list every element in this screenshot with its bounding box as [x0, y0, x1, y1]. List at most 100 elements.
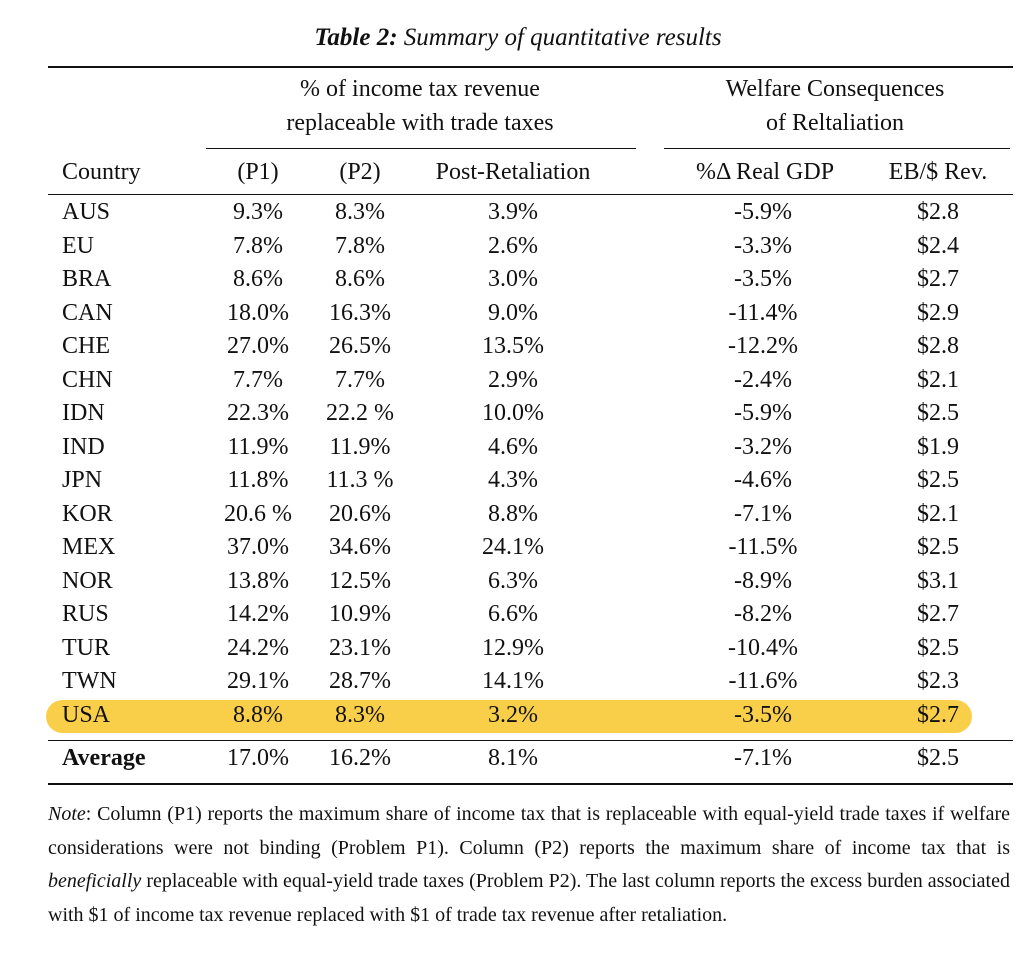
header-group-welfare-line2: of Reltaliation [766, 110, 904, 136]
eb-rev-cell: $2.9 [917, 299, 959, 326]
col-header-post-retaliation: Post-Retaliation [435, 159, 591, 185]
post-retaliation-cell: 4.6% [488, 433, 538, 460]
table-title-text: Summary of quantitative results [403, 24, 722, 51]
table-title: Table 2: Summary of quantitative results [0, 24, 1036, 52]
post-retaliation-cell: 12.9% [482, 634, 544, 661]
table-row: CAN 18.0% 16.3% 9.0% -11.4% $2.9 [48, 297, 1013, 331]
eb-rev-cell: $2.1 [917, 366, 959, 393]
group-rule-welfare [664, 148, 1010, 149]
col-header-p1: (P1) [237, 159, 279, 185]
table-note: Note: Column (P1) reports the maximum sh… [48, 798, 1010, 932]
real-gdp-cell: -12.2% [728, 333, 798, 359]
p2-cell: 8.3% [335, 701, 385, 728]
eb-rev-cell: $2.8 [917, 333, 959, 359]
post-retaliation-cell: 4.3% [488, 467, 538, 493]
average-label: Average [62, 745, 146, 771]
note-text-part2: replaceable with equal-yield trade taxes… [48, 870, 1010, 926]
p2-cell: 8.6% [335, 266, 385, 292]
real-gdp-cell: -11.6% [728, 668, 798, 694]
real-gdp-cell: -10.4% [728, 634, 798, 661]
country-cell: CHE [62, 333, 110, 359]
eb-rev-cell: $3.1 [917, 567, 959, 594]
eb-rev-cell: $2.5 [917, 534, 959, 560]
p1-cell: 20.6 % [224, 500, 292, 527]
table-row: TUR 24.2% 23.1% 12.9% -10.4% $2.5 [48, 632, 1013, 666]
eb-rev-cell: $2.5 [917, 745, 959, 771]
p2-cell: 11.3 % [326, 467, 394, 493]
table-row: BRA 8.6% 8.6% 3.0% -3.5% $2.7 [48, 263, 1013, 297]
real-gdp-cell: -3.2% [734, 433, 792, 460]
eb-rev-cell: $2.4 [917, 232, 959, 259]
p1-cell: 11.8% [227, 467, 289, 493]
real-gdp-cell: -7.1% [734, 745, 792, 771]
country-cell: IDN [62, 400, 105, 426]
real-gdp-cell: -11.4% [728, 299, 798, 326]
table-row: MEX 37.0% 34.6% 24.1% -11.5% $2.5 [48, 531, 1013, 565]
country-cell: IND [62, 433, 105, 460]
p1-cell: 7.8% [233, 232, 283, 259]
p1-cell: 8.8% [233, 701, 283, 728]
country-cell: USA [62, 701, 111, 728]
header-group-welfare-line1: Welfare Consequences [725, 76, 945, 102]
eb-rev-cell: $2.5 [917, 400, 959, 426]
p2-cell: 7.8% [335, 232, 385, 259]
real-gdp-cell: -3.5% [734, 266, 792, 292]
note-label: Note [48, 803, 86, 825]
eb-rev-cell: $2.7 [917, 266, 959, 292]
real-gdp-cell: -7.1% [734, 500, 792, 527]
p1-cell: 14.2% [227, 601, 289, 627]
real-gdp-cell: -3.5% [734, 701, 792, 728]
p2-cell: 22.2 % [326, 400, 394, 426]
real-gdp-cell: -2.4% [734, 366, 792, 393]
post-retaliation-cell: 3.0% [488, 266, 538, 292]
p2-cell: 20.6% [329, 500, 391, 527]
real-gdp-cell: -11.5% [728, 534, 798, 560]
col-header-real-gdp: %Δ Real GDP [695, 159, 835, 185]
p1-cell: 18.0% [227, 299, 289, 326]
post-retaliation-cell: 6.3% [488, 567, 538, 594]
table-row: EU 7.8% 7.8% 2.6% -3.3% $2.4 [48, 230, 1013, 264]
p2-cell: 8.3% [335, 199, 385, 225]
table-row: NOR 13.8% 12.5% 6.3% -8.9% $3.1 [48, 565, 1013, 599]
bottom-rule [48, 783, 1013, 785]
country-cell: CAN [62, 299, 113, 326]
p2-cell: 12.5% [329, 567, 391, 594]
p2-cell: 34.6% [329, 534, 391, 560]
group-rule-income-tax [206, 148, 636, 149]
table-row: IND 11.9% 11.9% 4.6% -3.2% $1.9 [48, 431, 1013, 465]
country-cell: CHN [62, 366, 113, 393]
real-gdp-cell: -5.9% [734, 199, 792, 225]
p1-cell: 27.0% [227, 333, 289, 359]
p1-cell: 11.9% [227, 433, 289, 460]
table-row: CHE 27.0% 26.5% 13.5% -12.2% $2.8 [48, 330, 1013, 364]
country-cell: KOR [62, 500, 113, 527]
table-row: CHN 7.7% 7.7% 2.9% -2.4% $2.1 [48, 364, 1013, 398]
p2-cell: 26.5% [329, 333, 391, 359]
col-header-p2: (P2) [339, 159, 381, 185]
p1-cell: 22.3% [227, 400, 289, 426]
table-row: TWN 29.1% 28.7% 14.1% -11.6% $2.3 [48, 665, 1013, 699]
post-retaliation-cell: 6.6% [488, 601, 538, 627]
header-group-income-tax-line1: % of income tax revenue [300, 76, 540, 102]
post-retaliation-cell: 24.1% [482, 534, 544, 560]
p2-cell: 23.1% [329, 634, 391, 661]
post-retaliation-cell: 13.5% [482, 333, 544, 359]
table-row: IDN 22.3% 22.2 % 10.0% -5.9% $2.5 [48, 397, 1013, 431]
note-text-part1: : Column (P1) reports the maximum share … [48, 803, 1010, 859]
p1-cell: 24.2% [227, 634, 289, 661]
table-row-highlighted: USA 8.8% 8.3% 3.2% -3.5% $2.7 [46, 699, 1013, 733]
table-row-average: Average 17.0% 16.2% 8.1% -7.1% $2.5 [48, 742, 1013, 776]
post-retaliation-cell: 10.0% [482, 400, 544, 426]
p2-cell: 11.9% [329, 433, 391, 460]
table-title-label: Table 2: [314, 24, 398, 51]
p1-cell: 17.0% [227, 745, 289, 771]
p1-cell: 7.7% [233, 366, 283, 393]
p1-cell: 8.6% [233, 266, 283, 292]
post-retaliation-cell: 8.8% [488, 500, 538, 527]
eb-rev-cell: $2.7 [917, 701, 959, 728]
country-cell: AUS [62, 199, 111, 225]
post-retaliation-cell: 3.9% [488, 199, 538, 225]
country-cell: RUS [62, 601, 109, 627]
country-cell: JPN [62, 467, 103, 493]
country-cell: MEX [62, 534, 116, 560]
